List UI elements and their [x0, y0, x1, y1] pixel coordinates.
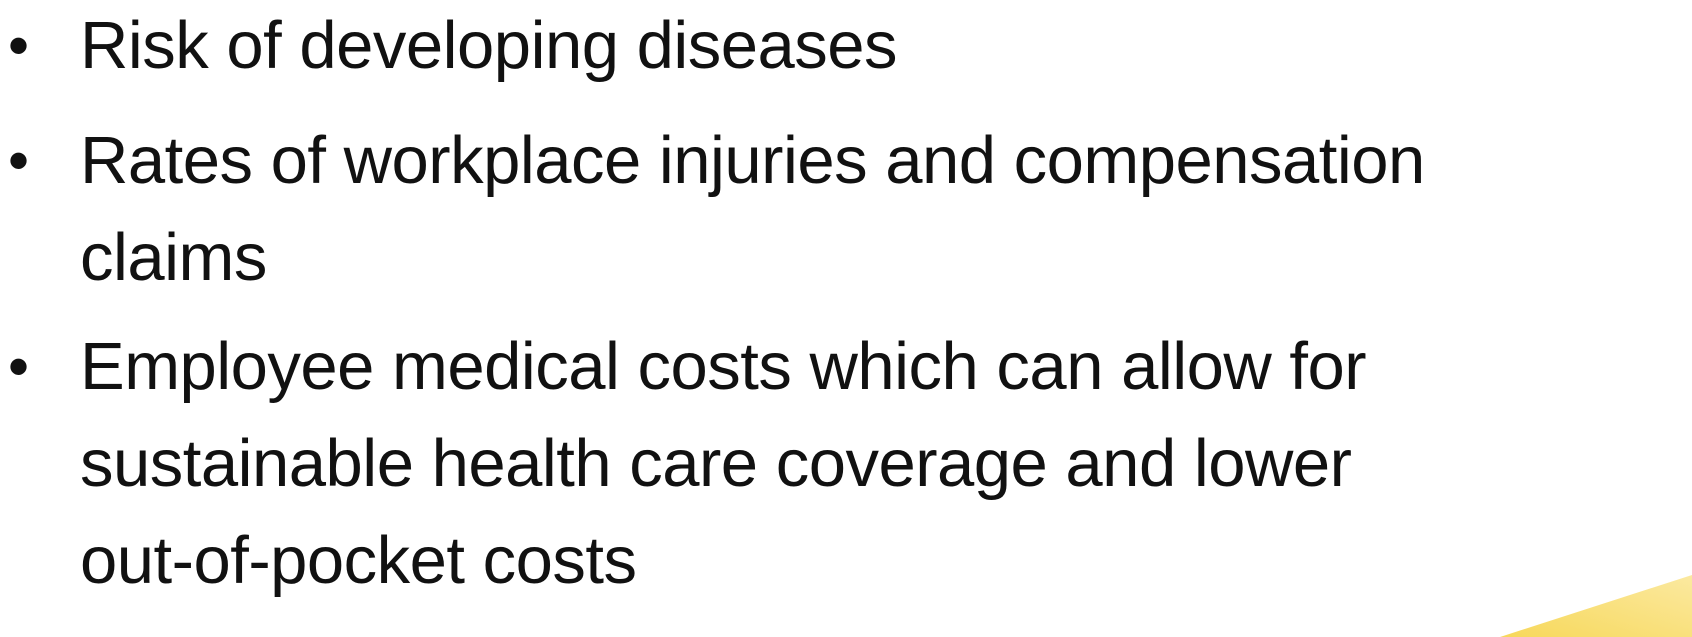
- bullet-text: sustainable health care coverage and low…: [80, 426, 1352, 501]
- corner-shape: [1500, 575, 1692, 637]
- bullet-dot: •: [8, 127, 30, 194]
- bullet-text: out-of-pocket costs: [80, 523, 637, 598]
- bullet-text: Risk of developing diseases: [80, 8, 898, 83]
- bullet-text: Employee medical costs which can allow f…: [80, 329, 1367, 404]
- bullet-dot: •: [8, 12, 30, 79]
- bullet-text: claims: [80, 220, 267, 295]
- bullet-dot: •: [8, 333, 30, 400]
- bullet-text: Rates of workplace injuries and compensa…: [80, 123, 1425, 198]
